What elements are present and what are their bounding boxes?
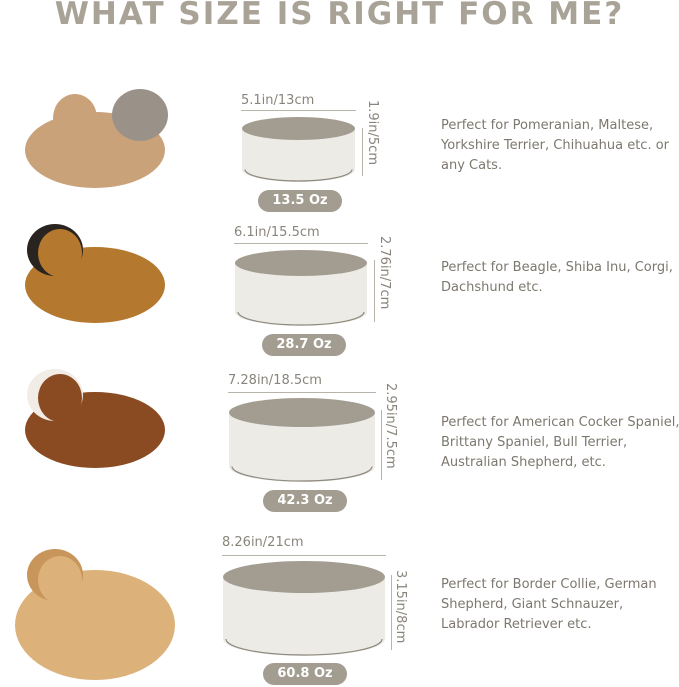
height-line [362, 128, 363, 176]
capacity-badge: 60.8 Oz [263, 663, 347, 685]
width-line [234, 243, 368, 244]
height-label: 1.9in/5cm [365, 100, 380, 165]
page-title: WHAT SIZE IS RIGHT FOR ME? [54, 0, 625, 32]
height-line [374, 260, 375, 322]
width-line [228, 392, 376, 393]
width-line [222, 555, 386, 556]
bowl-illustration [229, 398, 375, 482]
size-description: Perfect for Border Collie, German Shephe… [441, 577, 657, 632]
width-line [241, 110, 356, 111]
capacity-badge: 28.7 Oz [262, 334, 346, 356]
width-label: 8.26in/21cm [222, 535, 304, 550]
size-description: Perfect for American Cocker Spaniel, Bri… [441, 415, 679, 470]
capacity-badge: 42.3 Oz [263, 490, 347, 512]
bowl-illustration [235, 250, 367, 326]
bowl-illustration [242, 117, 355, 182]
height-line [391, 575, 392, 650]
height-label: 2.95in/7.5cm [383, 383, 398, 469]
capacity-badge: 13.5 Oz [258, 190, 342, 212]
height-label: 2.76in/7cm [377, 236, 392, 310]
height-label: 3.15in/8cm [393, 570, 408, 644]
height-line [381, 410, 382, 480]
width-label: 6.1in/15.5cm [234, 225, 320, 240]
size-description: Perfect for Beagle, Shiba Inu, Corgi, Da… [441, 260, 673, 295]
animal-photo-beagle [25, 224, 165, 323]
animal-photo-labrador [15, 549, 175, 680]
width-label: 5.1in/13cm [241, 93, 315, 108]
animal-photo-french-bulldog-and-kitten [25, 89, 168, 188]
bowl-illustration [223, 561, 385, 656]
width-label: 7.28in/18.5cm [228, 373, 322, 388]
size-description: Perfect for Pomeranian, Maltese, Yorkshi… [441, 118, 670, 173]
animal-photo-cocker-spaniel [25, 369, 165, 468]
